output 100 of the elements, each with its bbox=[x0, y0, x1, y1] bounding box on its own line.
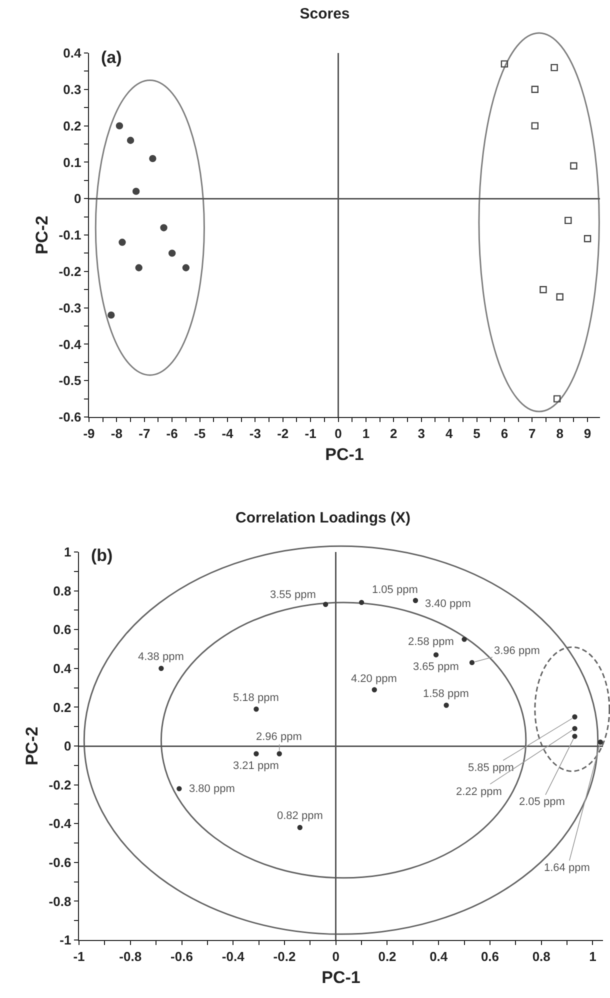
y-tick-label: 0.4 bbox=[53, 660, 72, 676]
y-tick-label: -0.1 bbox=[58, 228, 82, 243]
y-tick-label: 0.3 bbox=[63, 82, 82, 97]
x-tick-label: 4 bbox=[445, 426, 454, 441]
x-tick-label: 0.2 bbox=[378, 948, 396, 964]
point bbox=[433, 652, 439, 658]
point bbox=[160, 224, 168, 232]
point bbox=[570, 162, 578, 170]
x-tick-label: -2 bbox=[277, 426, 289, 441]
point bbox=[176, 786, 182, 792]
y-tick-label: -0.6 bbox=[48, 854, 72, 870]
point bbox=[531, 122, 539, 130]
y-tick-label: -0.2 bbox=[48, 777, 72, 792]
point bbox=[168, 250, 176, 257]
y-tick-label: -0.8 bbox=[48, 894, 72, 909]
y-tick-label: -0.4 bbox=[48, 816, 72, 832]
point bbox=[572, 726, 578, 732]
x-tick-label: -1 bbox=[304, 426, 316, 441]
point bbox=[149, 154, 156, 162]
point bbox=[469, 660, 475, 666]
annotation: 4.20 ppm bbox=[351, 673, 397, 685]
annotation: 1.05 ppm bbox=[372, 584, 418, 596]
point bbox=[132, 188, 140, 195]
x-tick-label: -0.2 bbox=[273, 948, 296, 964]
y-tick-label: -0.5 bbox=[58, 373, 82, 388]
annotation: 5.85 ppm bbox=[468, 762, 514, 774]
x-tick-label: 0 bbox=[334, 426, 342, 441]
point bbox=[553, 395, 561, 402]
x-tick-label: -0.6 bbox=[170, 948, 193, 964]
x-tick-label: 1 bbox=[589, 948, 596, 964]
point bbox=[462, 636, 467, 642]
x-tick-label: -0.4 bbox=[222, 948, 246, 964]
annotation: 4.38 ppm bbox=[138, 651, 184, 663]
point bbox=[297, 824, 302, 830]
point bbox=[372, 687, 377, 692]
y-tick-label: -0.3 bbox=[58, 300, 82, 316]
y-tick-label: 0.4 bbox=[63, 46, 82, 61]
x-tick-label: -3 bbox=[249, 426, 261, 441]
x-tick-label: 8 bbox=[556, 426, 564, 441]
annotation: (a) bbox=[101, 48, 122, 67]
y-tick-label: 0.2 bbox=[63, 118, 82, 134]
annotation: 5.18 ppm bbox=[233, 692, 279, 704]
x-tick-label: -6 bbox=[166, 426, 178, 441]
annotation: 1.58 ppm bbox=[423, 688, 469, 700]
x-tick-label: 0.4 bbox=[430, 948, 448, 964]
y-tick-label: -0.2 bbox=[58, 264, 82, 279]
y-tick-label: 0.1 bbox=[63, 154, 82, 170]
point bbox=[444, 702, 449, 708]
point bbox=[116, 122, 124, 130]
x-tick-label: 5 bbox=[473, 426, 480, 441]
annotation: 2.22 ppm bbox=[456, 786, 502, 798]
y-tick-label: -1 bbox=[60, 932, 72, 948]
y-tick-label: 0.6 bbox=[53, 622, 72, 638]
point bbox=[358, 600, 364, 606]
x-tick-label: 7 bbox=[528, 426, 536, 441]
chart-title: Scores bbox=[300, 5, 350, 22]
x-tick-label: -5 bbox=[194, 426, 206, 441]
point bbox=[126, 136, 134, 144]
point bbox=[572, 734, 578, 739]
point bbox=[322, 602, 328, 607]
y-tick-label: -0.6 bbox=[58, 410, 82, 425]
x-tick-label: 0.6 bbox=[480, 948, 500, 964]
annotation: 2.05 ppm bbox=[519, 796, 565, 808]
point bbox=[540, 286, 547, 294]
annotation: (b) bbox=[91, 546, 113, 565]
x-tick-label: 9 bbox=[584, 426, 592, 441]
point bbox=[182, 264, 190, 272]
point bbox=[135, 264, 142, 272]
y-tick-label: 0.2 bbox=[53, 700, 72, 715]
chart-title: Correlation Loadings (X) bbox=[235, 509, 411, 526]
y-axis-title: PC-2 bbox=[32, 216, 52, 254]
annotation: 3.40 ppm bbox=[425, 598, 471, 610]
annotation: 3.55 ppm bbox=[270, 589, 316, 601]
x-tick-label: 6 bbox=[500, 426, 508, 441]
point bbox=[412, 598, 418, 604]
point bbox=[254, 751, 259, 756]
point bbox=[108, 311, 115, 319]
x-tick-label: -4 bbox=[222, 426, 234, 441]
x-tick-label: -0.8 bbox=[119, 948, 142, 964]
x-tick-label: 3 bbox=[418, 426, 425, 441]
point bbox=[500, 60, 508, 68]
x-axis-title: PC-1 bbox=[325, 445, 364, 464]
annotation: 2.96 ppm bbox=[256, 731, 302, 743]
x-tick-label: -9 bbox=[83, 426, 95, 441]
annotation: 3.65 ppm bbox=[413, 661, 459, 673]
x-tick-label: 0.8 bbox=[532, 948, 550, 964]
point bbox=[572, 714, 578, 720]
point bbox=[531, 86, 539, 93]
annotation: 3.80 ppm bbox=[189, 783, 235, 795]
point bbox=[564, 216, 572, 224]
x-axis-title: PC-1 bbox=[322, 968, 360, 988]
y-axis-title: PC-2 bbox=[22, 726, 42, 766]
point bbox=[158, 666, 164, 671]
point bbox=[276, 751, 282, 756]
point bbox=[598, 740, 604, 745]
annotation: 0.82 ppm bbox=[277, 810, 323, 822]
x-tick-label: -7 bbox=[138, 426, 150, 441]
annotation: 3.96 ppm bbox=[494, 645, 540, 657]
y-tick-label: 0 bbox=[64, 738, 72, 754]
point bbox=[550, 64, 558, 72]
